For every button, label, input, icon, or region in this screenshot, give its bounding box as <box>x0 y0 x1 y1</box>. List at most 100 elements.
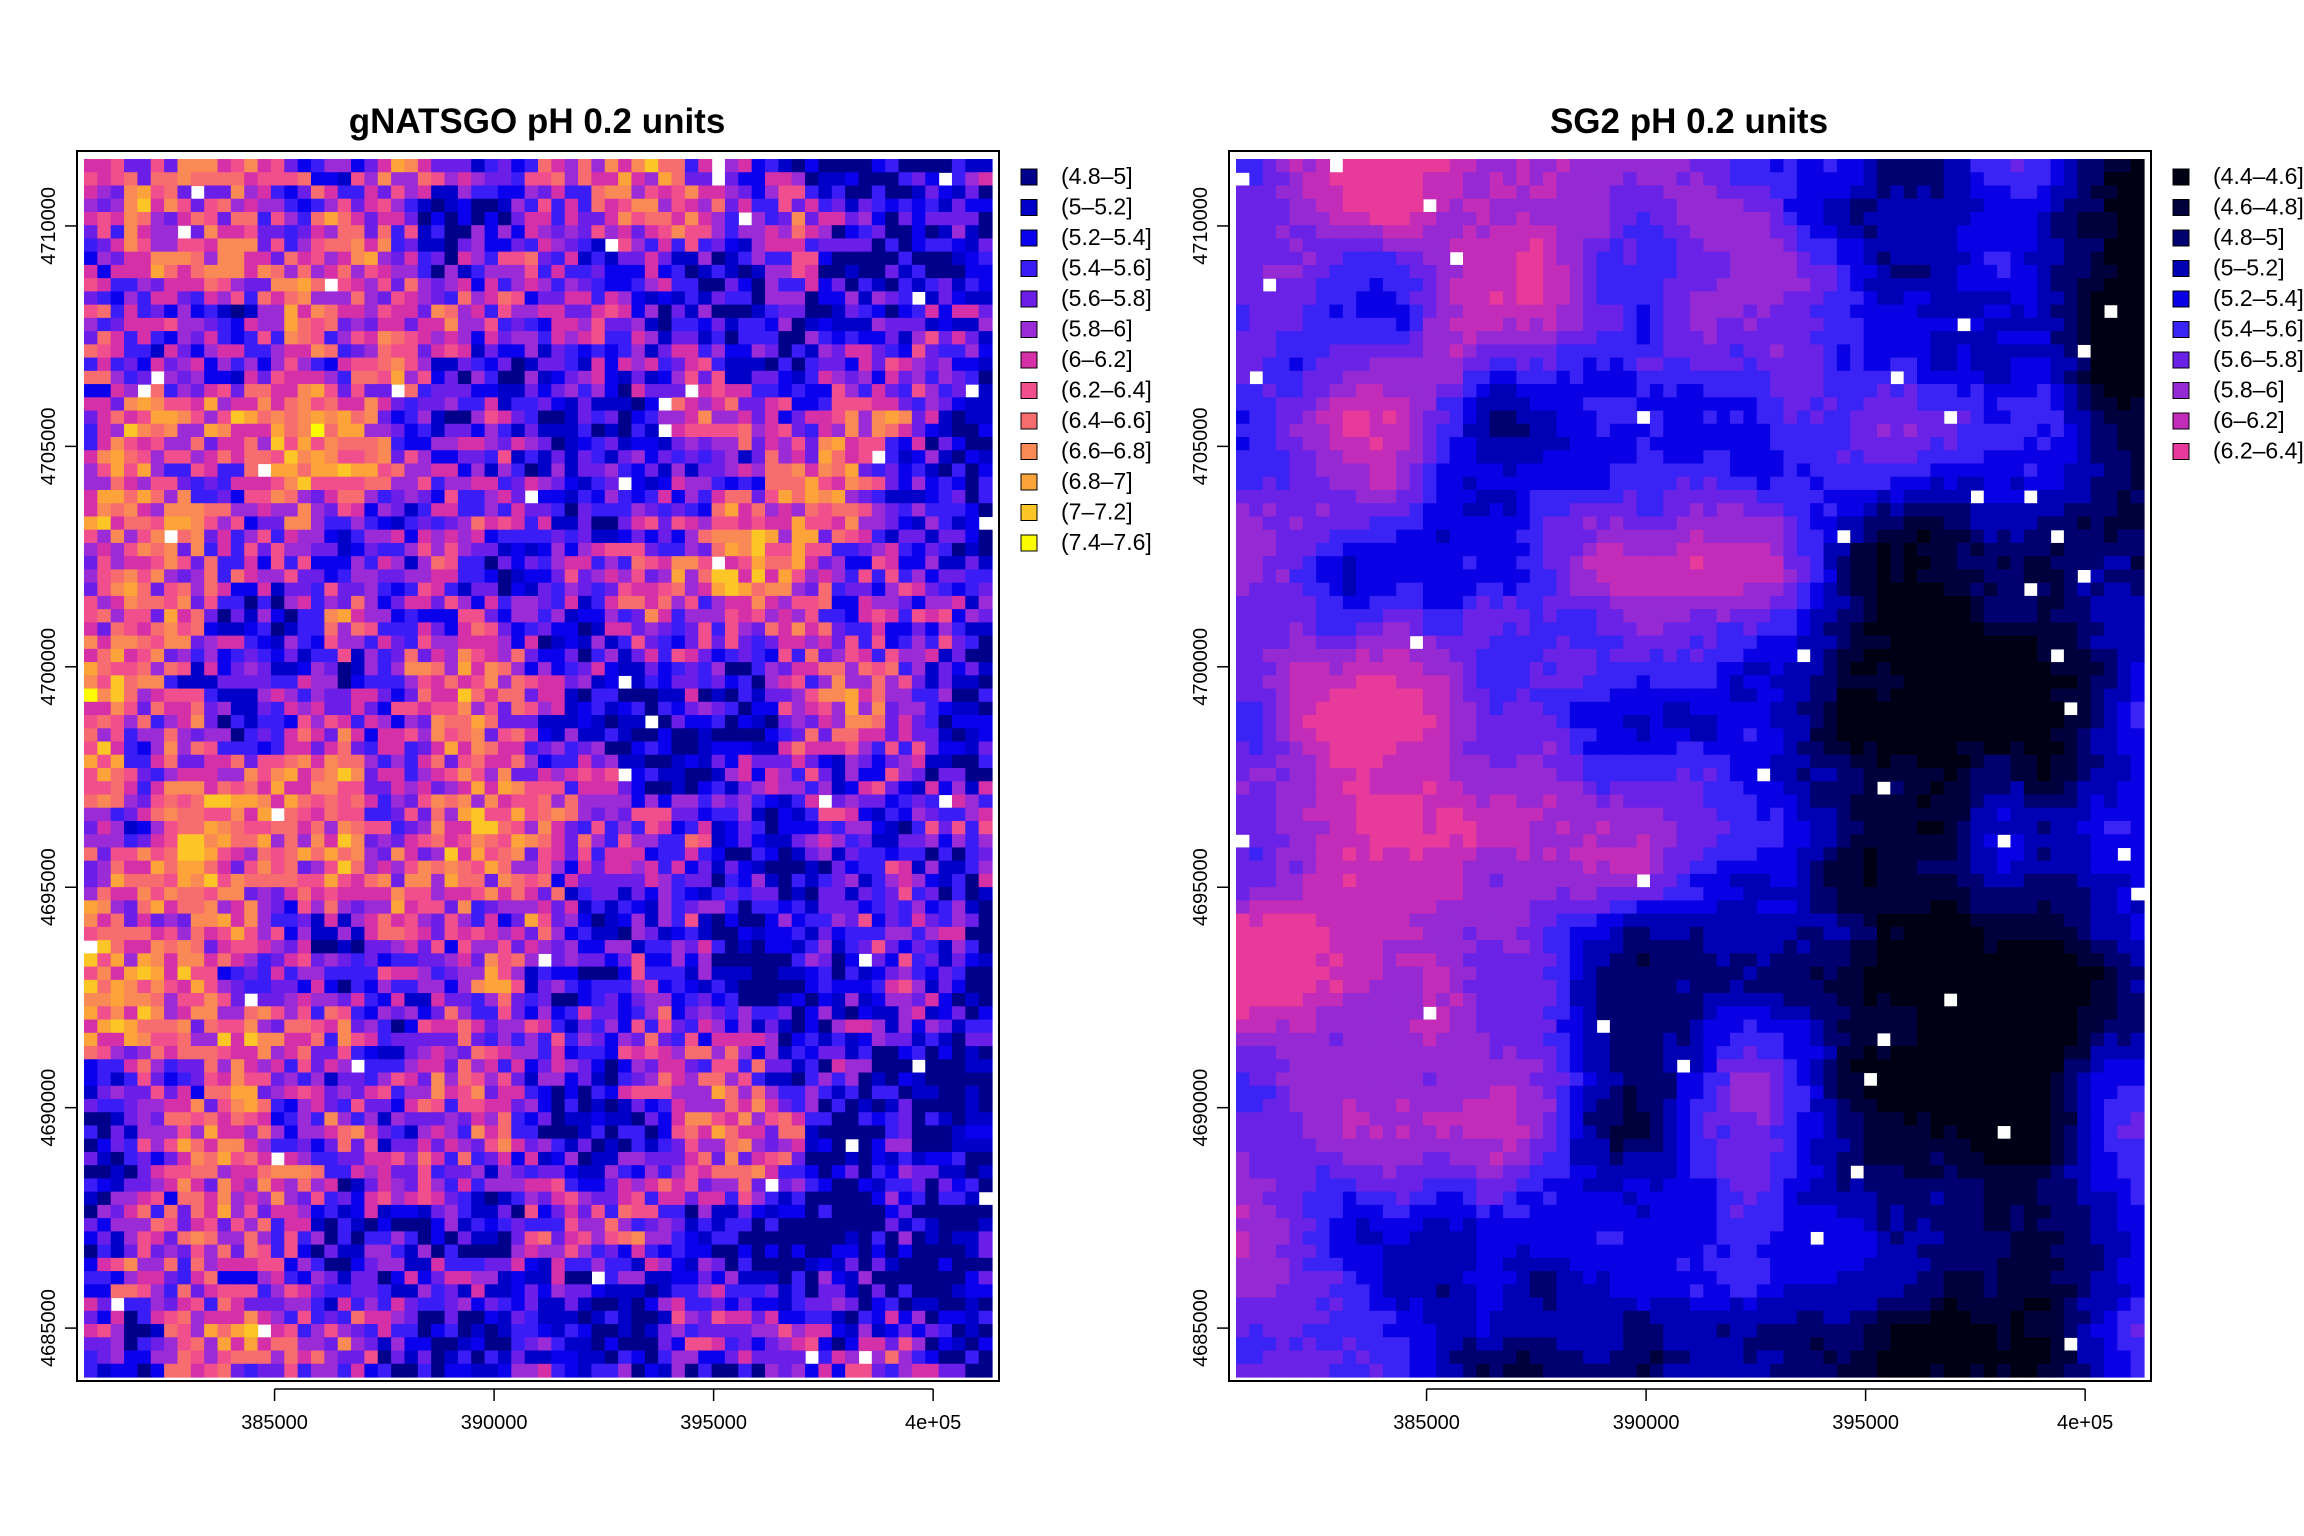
raster-cell <box>951 410 966 425</box>
raster-cell <box>177 741 192 756</box>
raster-cell <box>684 1125 699 1140</box>
raster-cell <box>551 225 566 240</box>
raster-cell <box>898 423 913 438</box>
raster-cell <box>337 384 352 398</box>
raster-cell <box>284 807 299 822</box>
raster-cell <box>524 159 539 173</box>
raster-cell <box>190 1006 205 1021</box>
raster-cell <box>204 357 219 372</box>
raster-cell <box>471 516 486 531</box>
raster-cell <box>591 768 606 782</box>
raster-cell <box>137 516 152 531</box>
raster-cell <box>164 264 179 279</box>
raster-cell <box>324 1085 339 1100</box>
raster-cell <box>831 344 846 359</box>
raster-cell <box>978 304 993 319</box>
raster-cell <box>671 410 686 425</box>
raster-cell <box>858 1072 873 1087</box>
raster-cell <box>164 172 179 187</box>
raster-cell <box>217 556 232 571</box>
raster-cell <box>938 622 953 637</box>
raster-cell <box>124 834 139 849</box>
raster-cell <box>631 304 646 319</box>
raster-cell <box>805 211 820 226</box>
raster-cell <box>337 807 352 822</box>
raster-cell <box>377 437 392 451</box>
raster-cell <box>711 887 726 901</box>
raster-cell <box>110 225 125 240</box>
raster-cell <box>578 489 593 504</box>
raster-cell <box>204 450 219 465</box>
raster-cell <box>404 291 419 306</box>
raster-cell <box>351 1125 366 1140</box>
raster-cell <box>858 1059 873 1074</box>
raster-cell <box>404 622 419 637</box>
raster-cell <box>324 940 339 954</box>
raster-cell <box>431 1046 446 1060</box>
raster-cell <box>911 794 926 809</box>
raster-cell <box>644 423 659 438</box>
raster-cell <box>297 860 312 875</box>
raster-cell <box>364 397 379 412</box>
raster-cell <box>684 278 699 292</box>
raster-cell <box>417 384 432 398</box>
raster-cell <box>524 688 539 703</box>
raster-cell <box>84 781 98 796</box>
raster-cell <box>97 1112 112 1127</box>
raster-cell <box>591 423 606 438</box>
raster-cell <box>885 715 900 729</box>
raster-cell <box>698 635 713 650</box>
raster-cell <box>724 291 739 306</box>
raster-cell <box>391 847 406 862</box>
raster-cell <box>257 1046 272 1060</box>
raster-cell <box>337 489 352 504</box>
raster-cell <box>431 264 446 279</box>
raster-cell <box>805 701 820 716</box>
raster-cell <box>898 384 913 398</box>
raster-cell <box>391 741 406 756</box>
raster-cell <box>564 1072 579 1087</box>
raster-cell <box>618 794 633 809</box>
raster-cell <box>578 344 593 359</box>
raster-cell <box>284 1032 299 1047</box>
raster-cell <box>765 754 779 769</box>
raster-cell <box>230 595 245 610</box>
raster-cell <box>444 794 459 809</box>
raster-cell <box>751 834 766 849</box>
raster-cell <box>190 172 205 187</box>
raster-cell <box>538 794 552 809</box>
raster-cell <box>551 1059 566 1074</box>
raster-cell <box>511 688 526 703</box>
raster-cell <box>751 185 766 200</box>
raster-cell <box>244 887 259 901</box>
raster-cell <box>831 1046 846 1060</box>
raster-cell <box>84 397 98 412</box>
raster-cell <box>898 1019 913 1034</box>
raster-cell <box>618 397 633 412</box>
raster-cell <box>658 940 673 954</box>
raster-cell <box>604 993 619 1007</box>
raster-cell <box>217 489 232 504</box>
raster-cell <box>270 648 285 663</box>
raster-cell <box>938 198 953 213</box>
raster-cell <box>551 556 566 571</box>
raster-cell <box>204 940 219 954</box>
raster-cell <box>578 357 593 372</box>
raster-cell <box>858 648 873 663</box>
raster-cell <box>818 913 833 928</box>
raster-cell <box>137 437 152 451</box>
raster-cell <box>578 1125 593 1140</box>
raster-cell <box>791 331 806 345</box>
raster-cell <box>604 185 619 200</box>
raster-cell <box>591 476 606 491</box>
raster-cell <box>230 609 245 623</box>
raster-cell <box>84 437 98 451</box>
raster-cell <box>150 569 165 584</box>
raster-cell <box>244 1059 259 1074</box>
raster-cell <box>84 582 98 597</box>
raster-cell <box>284 648 299 663</box>
raster-cell <box>885 185 900 200</box>
raster-cell <box>391 794 406 809</box>
raster-cell <box>818 847 833 862</box>
raster-cell <box>190 622 205 637</box>
